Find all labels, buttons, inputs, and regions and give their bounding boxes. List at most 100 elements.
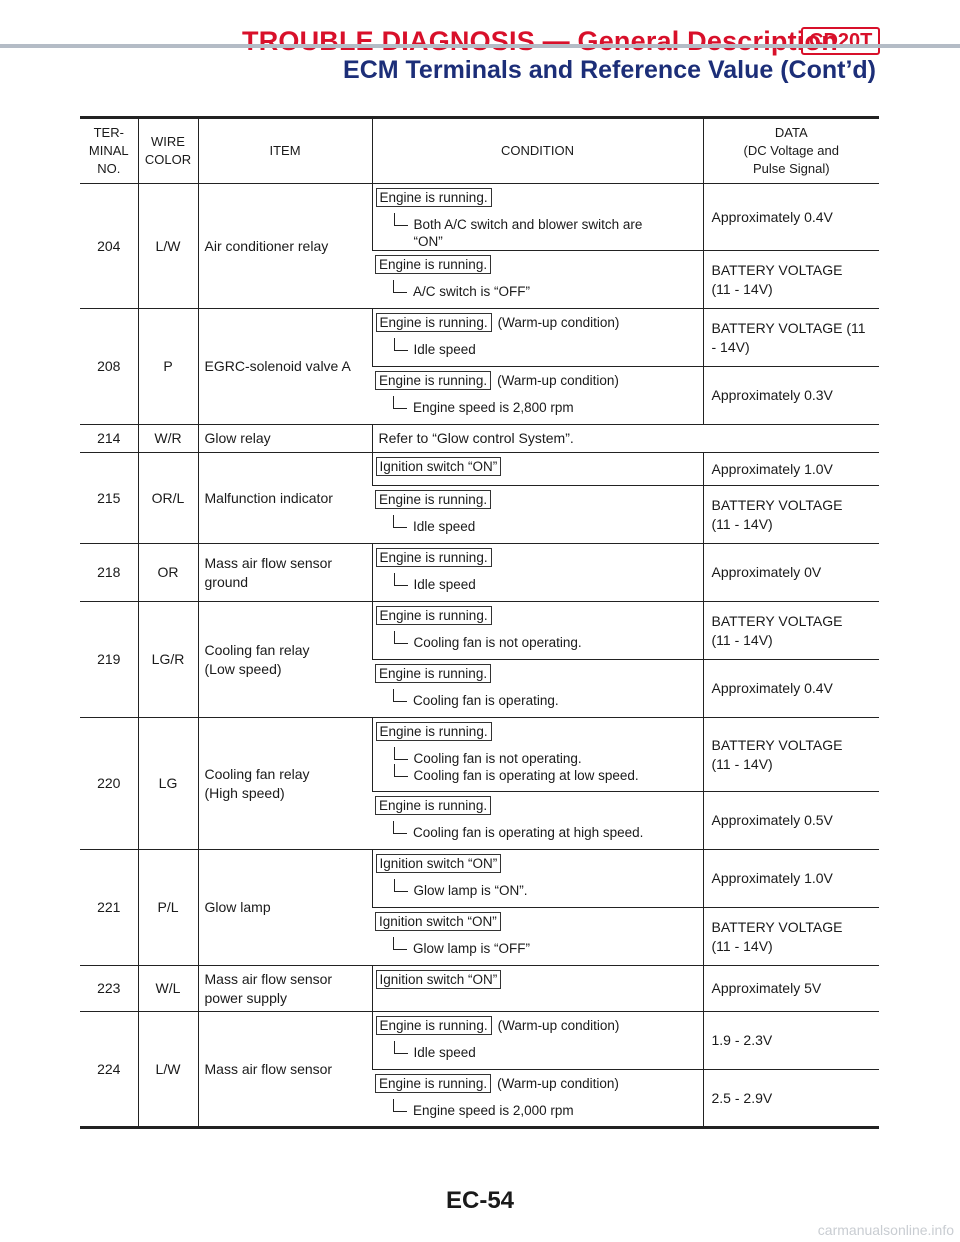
- section-title: TROUBLE DIAGNOSIS — General Description: [242, 26, 838, 56]
- data-value: BATTERY VOLTAGE (11 - 14V): [702, 601, 879, 660]
- condition-detail-text: Cooling fan is not operating.: [413, 751, 582, 766]
- condition-cell: Engine is running. (Warm-up condition) Eng…: [372, 367, 703, 425]
- condition-detail: Cooling fan is not operating.: [376, 631, 697, 651]
- wire-color: LG: [137, 717, 198, 850]
- data-value: BATTERY VOLTAGE (11 - 14V): [702, 907, 879, 966]
- branch-connector-icon: [393, 937, 407, 950]
- condition-tag: Engine is running.: [375, 548, 492, 567]
- wire-color: LG/R: [137, 601, 198, 718]
- data-value: Approximately 0.4V: [702, 659, 879, 718]
- condition-tag: Engine is running.: [375, 796, 492, 815]
- condition-tag: Engine is running.: [375, 722, 492, 741]
- table-row: 224 L/W Mass air flow sensor Engine is runn…: [80, 1011, 879, 1128]
- condition-cell: Engine is running. A/C switch is “OFF”: [372, 251, 703, 309]
- terminal-no: 221: [97, 899, 121, 915]
- data-value: 2.5 - 2.9V: [702, 1069, 879, 1128]
- condition-detail-text: Idle speed: [413, 342, 476, 357]
- table-row: 215 OR/L Malfunction indicator Ignition swi…: [80, 452, 879, 544]
- page-number: EC-54: [445, 1187, 515, 1214]
- item-name: Cooling fan relay (Low speed): [197, 601, 372, 718]
- wire-color: OR/L: [137, 452, 198, 544]
- wire-color: L/W: [137, 183, 198, 309]
- header-divider: [0, 44, 960, 48]
- condition-tag: Ignition switch “ON”: [375, 912, 501, 931]
- terminal-no: 224: [97, 1060, 121, 1077]
- condition-detail: Engine speed is 2,800 rpm: [375, 396, 697, 416]
- condition-detail: A/C switch is “OFF”: [375, 280, 697, 300]
- item-name: EGRC-solenoid valve A: [197, 308, 372, 425]
- condition-detail-text: Glow lamp is “OFF”: [413, 941, 531, 956]
- condition-tag: Engine is running.: [375, 371, 492, 390]
- item-name: Glow lamp: [197, 849, 372, 966]
- item-name: Mass air flow sensor power supply: [197, 965, 372, 1012]
- condition-cell: Ignition switch “ON” Glow lamp is “OFF”: [372, 908, 703, 966]
- data-value: 1.9 - 2.3V: [702, 1011, 879, 1070]
- condition-detail: Idle speed: [376, 1041, 697, 1061]
- item-name: Air conditioner relay: [197, 183, 372, 309]
- ecm-terminal-table-container: TER- MINAL NO. WIRE COLOR ITEM CONDITION…: [80, 116, 879, 1129]
- condition-note: (Warm-up condition): [497, 1076, 619, 1091]
- data-value: BATTERY VOLTAGE (11 - 14V): [702, 485, 879, 544]
- branch-connector-icon: [393, 573, 408, 586]
- terminal-no: 223: [97, 980, 121, 996]
- condition-detail-text: Engine speed is 2,800 rpm: [413, 400, 574, 415]
- condition-tag: Engine is running.: [375, 606, 492, 625]
- table-row: Engine is running. Idle speed BATTERY VOLT…: [80, 485, 879, 544]
- condition-tag: Engine is running.: [375, 1074, 492, 1093]
- header-wire-color: WIRE COLOR: [137, 117, 198, 184]
- condition-detail-text: Cooling fan is operating at high speed.: [413, 825, 644, 840]
- condition-tag: Ignition switch “ON”: [375, 854, 502, 873]
- condition-detail: Cooling fan is operating at high speed.: [375, 821, 697, 841]
- branch-connector-icon: [393, 631, 408, 644]
- condition-cell: Engine is running. (Warm-up condition) Idl…: [371, 308, 703, 367]
- condition-cell: Engine is running. (Warm-up condition) Idl…: [371, 1011, 703, 1070]
- data-value: Approximately 0.3V: [702, 366, 879, 425]
- branch-connector-icon: [393, 879, 408, 892]
- data-value: Approximately 0V: [702, 543, 879, 602]
- condition-cell: Engine is running. Both A/C switch and bl…: [371, 183, 703, 251]
- condition-detail: Glow lamp is “ON”.: [376, 879, 697, 899]
- data-value: Approximately 5V: [702, 965, 879, 1012]
- condition-cell: Ignition switch “ON”: [371, 965, 703, 1012]
- condition-detail-text: Engine speed is 2,000 rpm: [413, 1103, 574, 1118]
- wire-color: W/L: [137, 965, 198, 1012]
- branch-connector-icon: [393, 1041, 408, 1054]
- condition-detail-text: Cooling fan is not operating.: [413, 635, 582, 650]
- condition-tag: Engine is running.: [375, 490, 492, 509]
- condition-cell: Engine is running. (Warm-up condition) Eng…: [372, 1070, 703, 1128]
- condition-detail: Idle speed: [376, 338, 697, 358]
- condition-detail: Both A/C switch and blower switch are “O…: [376, 213, 697, 250]
- condition-detail-text: Idle speed: [413, 1045, 476, 1060]
- condition-tag: Ignition switch “ON”: [375, 970, 502, 989]
- header-condition: CONDITION: [371, 117, 703, 184]
- wire-color: P: [137, 308, 198, 425]
- page-subtitle: ECM Terminals and Reference Value (Cont’…: [343, 56, 876, 84]
- branch-connector-icon: [393, 515, 407, 528]
- condition-detail: Idle speed: [376, 573, 697, 593]
- header-terminal-no: TER- MINAL NO.: [88, 125, 129, 176]
- table-row: Engine is running. (Warm-up condition) Eng…: [80, 1069, 879, 1128]
- data-value: Approximately 1.0V: [702, 849, 879, 908]
- data-value: BATTERY VOLTAGE (11 - 14V): [702, 717, 879, 792]
- condition-cell: Engine is running. Cooling fan is not ope…: [371, 717, 703, 792]
- table-row: Engine is running. A/C switch is “OFF” BAT…: [80, 250, 879, 309]
- condition-tag: Ignition switch “ON”: [375, 457, 502, 476]
- condition-note: (Warm-up condition): [497, 1018, 620, 1033]
- condition-cell: Engine is running. Cooling fan is operati…: [372, 792, 703, 850]
- wire-color: W/R: [137, 424, 198, 453]
- terminal-no: 204: [97, 237, 121, 254]
- table-row: Ignition switch “ON” Glow lamp is “OFF” BA…: [80, 907, 879, 966]
- condition-detail-text: Both A/C switch and blower switch are “O…: [413, 217, 643, 249]
- condition-detail-text: Idle speed: [413, 577, 476, 592]
- condition-note: (Warm-up condition): [497, 315, 620, 330]
- branch-connector-icon: [393, 1099, 407, 1112]
- condition-detail-text: Glow lamp is “ON”.: [413, 883, 528, 898]
- wire-color: OR: [137, 543, 198, 602]
- condition-tag: Engine is running.: [375, 1016, 492, 1035]
- table-row: 218 OR Mass air flow sensor ground Engine i…: [80, 543, 879, 602]
- condition-cell: Engine is running. Cooling fan is operati…: [372, 660, 703, 718]
- condition-detail-text: A/C switch is “OFF”: [413, 284, 530, 299]
- condition-detail: Cooling fan is operating.: [375, 689, 697, 709]
- table-header-row: TER- MINAL NO. WIRE COLOR ITEM CONDITION…: [80, 117, 879, 184]
- terminal-no: 214: [97, 430, 121, 446]
